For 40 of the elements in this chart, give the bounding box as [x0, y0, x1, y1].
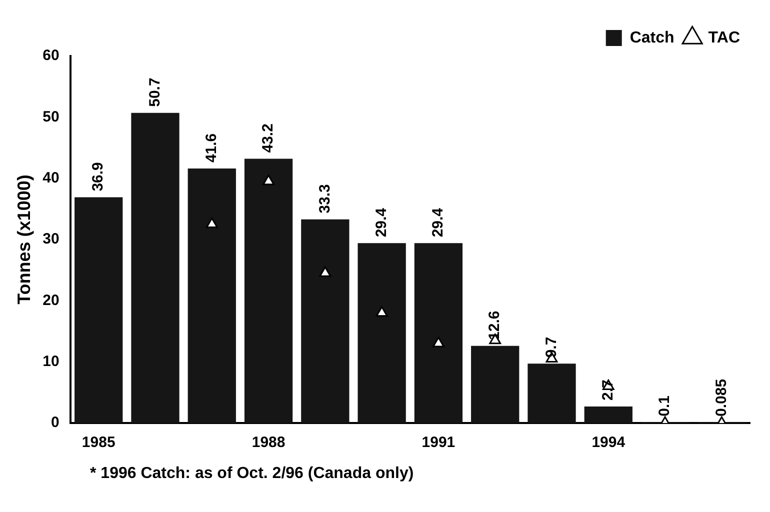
text: * 1996 Catch: as of Oct. 2/96 (Canada only) [90, 465, 414, 483]
bar [244, 158, 293, 423]
bar [528, 364, 576, 423]
data-label: 12.6 [486, 310, 504, 340]
data-label: 36.9 [90, 162, 107, 192]
data-label: 43.2 [260, 124, 277, 153]
y-tick-label: 60 [42, 47, 60, 64]
bar [358, 243, 406, 423]
point [206, 217, 218, 228]
bar [471, 346, 520, 423]
point [376, 306, 388, 317]
point [262, 174, 274, 186]
data-label: 33.3 [316, 184, 334, 214]
bar [131, 112, 180, 423]
data-label: 29.4 [430, 207, 447, 238]
y-tick-label: 0 [50, 414, 60, 432]
legend-label: Catch [630, 29, 674, 46]
x-tick-label: 1994 [592, 434, 626, 452]
bar [74, 197, 123, 423]
point [319, 266, 332, 277]
data-label: 41.6 [203, 133, 220, 163]
bar [188, 168, 236, 423]
y-tick-label: 10 [42, 352, 60, 370]
x-tick-label: 1985 [82, 434, 116, 452]
bar [584, 406, 632, 423]
data-label: 50.7 [146, 78, 164, 107]
data-label: 0.1 [656, 396, 674, 416]
legend-label: TAC [708, 29, 740, 46]
bar [414, 243, 463, 423]
y-tick-label: 50 [42, 108, 60, 126]
data-label: 29.4 [372, 207, 390, 238]
y-tick-label: 30 [42, 230, 60, 248]
data-label: 0.085 [712, 378, 730, 416]
bar [301, 219, 350, 423]
x-tick-label: 1991 [422, 434, 456, 452]
x-tick-label: 1988 [252, 434, 286, 452]
y-tick-label: 40 [42, 169, 60, 186]
point [432, 336, 444, 348]
y-tick-label: 20 [42, 292, 60, 309]
y-axis-title: Tonnes (x1000) [14, 174, 34, 304]
